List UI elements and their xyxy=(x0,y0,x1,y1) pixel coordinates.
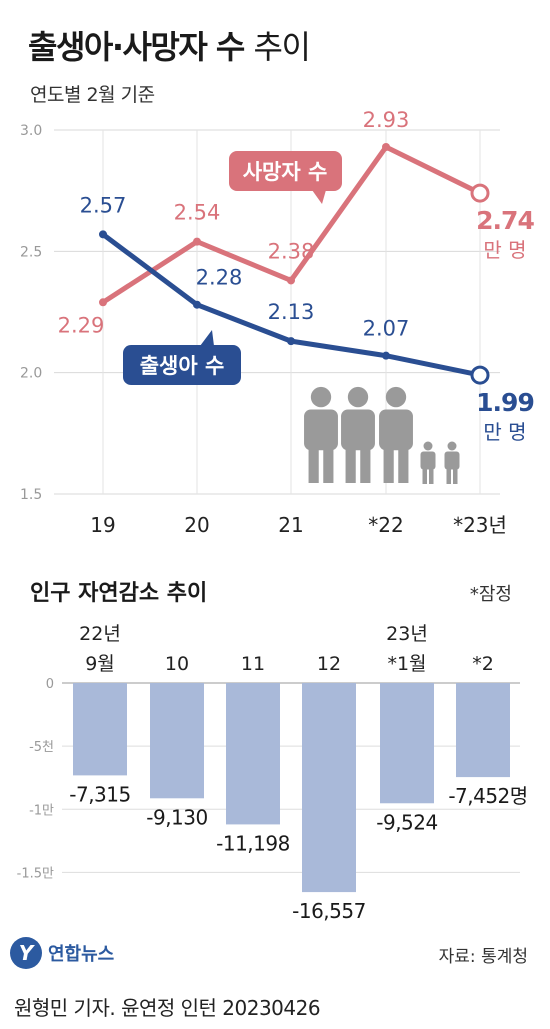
bar-category-label: 11 xyxy=(241,653,265,675)
series-tag-birth-label: 출생아 수 xyxy=(140,354,225,378)
person-leg-icon xyxy=(429,468,434,484)
data-point xyxy=(382,351,390,360)
data-label-final: 1.99 xyxy=(476,388,534,417)
person-head-icon xyxy=(423,441,433,451)
bar-y-tick-label: -5천 xyxy=(29,740,54,755)
person-leg-icon xyxy=(308,446,319,483)
unit-label: 만 명 xyxy=(483,238,526,262)
person-head-icon xyxy=(310,386,332,408)
person-leg-icon xyxy=(323,446,334,483)
title-light: 추이 xyxy=(253,28,311,66)
data-point xyxy=(470,183,490,203)
data-point xyxy=(287,276,295,285)
bar xyxy=(73,683,127,776)
person-leg-icon xyxy=(360,446,371,483)
bar-category-label: *2 xyxy=(472,653,494,675)
bar-category-label: 9월 xyxy=(85,653,115,675)
data-label: 2.57 xyxy=(80,193,127,217)
logo-mark-icon: Y xyxy=(10,937,42,969)
provisional-note: *잠정 xyxy=(470,584,512,605)
series-tag-birth-pointer xyxy=(200,330,214,346)
person-head-icon xyxy=(385,386,407,408)
bar-value-label: -7,315 xyxy=(69,782,130,806)
x-tick-label: *22 xyxy=(368,513,403,537)
bar xyxy=(226,683,280,825)
x-tick-label: 20 xyxy=(184,513,209,537)
person-leg-icon xyxy=(345,446,356,483)
bar-value-label: -9,130 xyxy=(146,805,207,829)
series-tag-death-pointer xyxy=(312,190,326,204)
person-leg-icon xyxy=(422,468,427,484)
chart-title: 출생아·사망자 수 추이 xyxy=(28,22,311,68)
person-torso-icon xyxy=(304,409,338,451)
bar xyxy=(380,683,434,804)
data-point xyxy=(382,142,390,151)
bar-value-label: -7,452명 xyxy=(448,784,527,808)
data-label-final: 2.74 xyxy=(476,206,534,235)
data-label: 2.29 xyxy=(58,313,105,337)
chart-subtitle: 연도별 2월 기준 xyxy=(30,84,155,106)
person-torso-icon xyxy=(341,409,375,451)
data-label: 2.54 xyxy=(174,201,221,225)
bar-y-tick-label: 0 xyxy=(46,677,54,692)
bar-category-label: 12 xyxy=(317,653,341,675)
bar-category-label: 23년 xyxy=(386,623,428,645)
bar xyxy=(150,683,204,799)
person-leg-icon xyxy=(398,446,409,483)
data-point xyxy=(193,300,201,309)
y-tick-label: 2.0 xyxy=(20,366,42,382)
data-point xyxy=(470,365,490,385)
data-point xyxy=(287,337,295,346)
bar-chart-title: 인구 자연감소 추이 xyxy=(30,581,207,606)
series-tag-death xyxy=(229,151,342,191)
bar-value-label: -11,198 xyxy=(216,831,290,855)
series-tag-birth xyxy=(123,345,241,385)
x-tick-label: 21 xyxy=(278,513,303,537)
data-point xyxy=(193,237,201,246)
data-point xyxy=(99,230,107,239)
x-tick-label: *23년 xyxy=(453,513,507,537)
data-label: 2.38 xyxy=(268,239,315,263)
person-torso-icon xyxy=(444,451,460,470)
data-label: 2.93 xyxy=(363,108,410,132)
person-leg-icon xyxy=(453,468,458,484)
logo-name: 연합뉴스 xyxy=(48,944,115,965)
yonhap-logo: Y 연합뉴스 xyxy=(10,937,114,969)
source-note: 자료: 통계청 xyxy=(438,947,528,967)
data-point xyxy=(99,298,107,307)
person-leg-icon xyxy=(446,468,451,484)
bar-y-tick-label: -1.5만 xyxy=(17,866,54,881)
person-head-icon xyxy=(347,386,369,408)
y-tick-label: 2.5 xyxy=(20,244,42,260)
person-leg-icon xyxy=(383,446,394,483)
data-label: 2.07 xyxy=(363,317,410,341)
x-tick-label: 19 xyxy=(90,513,115,537)
person-head-icon xyxy=(447,441,457,451)
title-bold: 출생아·사망자 수 xyxy=(28,28,245,66)
bar-category-label: *1월 xyxy=(387,653,426,675)
series-tag-death-label: 사망자 수 xyxy=(243,160,328,184)
y-tick-label: 1.5 xyxy=(20,487,42,503)
bar-y-tick-label: -1만 xyxy=(29,803,54,818)
credit-line: 원형민 기자. 윤연정 인턴 20230426 xyxy=(14,996,321,1020)
person-torso-icon xyxy=(420,451,436,470)
bar-value-label: -9,524 xyxy=(376,810,437,834)
bar-value-label: -16,557 xyxy=(292,899,366,923)
data-label: 2.13 xyxy=(268,300,315,324)
data-label: 2.28 xyxy=(196,266,243,290)
y-tick-label: 3.0 xyxy=(20,123,42,139)
bar xyxy=(302,683,356,893)
bar xyxy=(456,683,510,778)
person-torso-icon xyxy=(379,409,413,451)
bar-category-label: 22년 xyxy=(79,623,121,645)
unit-label: 만 명 xyxy=(483,420,526,444)
bar-category-label: 10 xyxy=(165,653,189,675)
